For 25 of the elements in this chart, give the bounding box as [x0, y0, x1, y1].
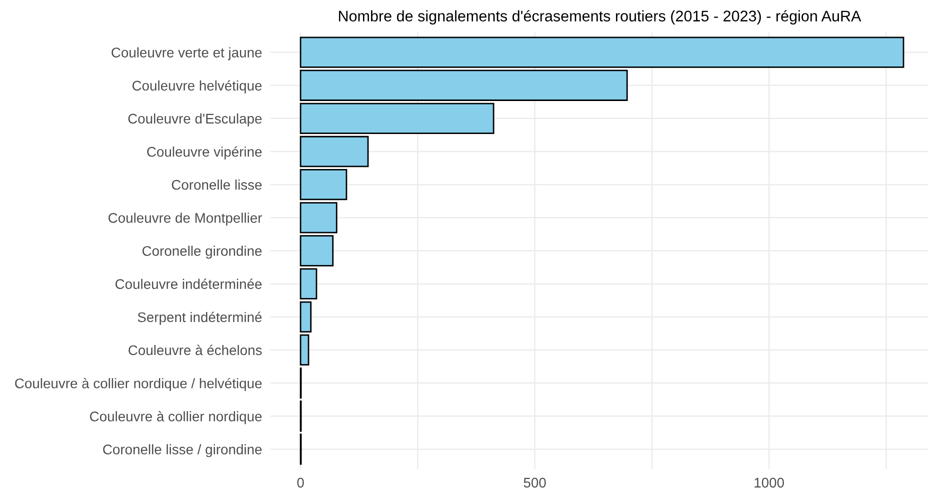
- y-tick-label: Serpent indéterminé: [138, 312, 262, 325]
- y-tick-label: Coronelle lisse: [172, 180, 262, 190]
- bar: [300, 36, 904, 68]
- y-tick-label: Coronelle lisse / girondine: [103, 444, 262, 458]
- bar: [300, 136, 369, 168]
- y-tick-label: Couleuvre à échelons: [128, 344, 262, 356]
- bar: [300, 70, 628, 101]
- bar: [300, 202, 338, 234]
- y-tick-label: Couleuvre helvétique: [132, 80, 262, 94]
- bar: [300, 301, 312, 332]
- x-tick-label: 0: [297, 478, 304, 488]
- y-tick-label: Couleuvre verte et jaune: [112, 47, 262, 60]
- y-tick-label: Couleuvre à collier nordique: [90, 411, 262, 424]
- bar: [300, 169, 348, 200]
- bar: [300, 102, 494, 134]
- y-tick-label: Couleuvre vipérine: [147, 146, 262, 160]
- bar: [300, 334, 310, 366]
- y-tick-label: Coronelle girondine: [142, 246, 262, 259]
- y-tick-label: Couleuvre d'Esculape: [128, 113, 262, 126]
- x-tick-label: 1000: [754, 478, 784, 488]
- y-tick-label: Couleuvre indéterminée: [115, 278, 262, 289]
- y-tick-label: Couleuvre à collier nordique / helvétique: [15, 378, 262, 392]
- x-tick-label: 500: [524, 478, 546, 488]
- y-tick-label: Couleuvre de Montpellier: [108, 212, 262, 226]
- chart-title: Nombre de signalements d'écrasements routiers (2015 - 2023) - région AuRA: [338, 10, 862, 24]
